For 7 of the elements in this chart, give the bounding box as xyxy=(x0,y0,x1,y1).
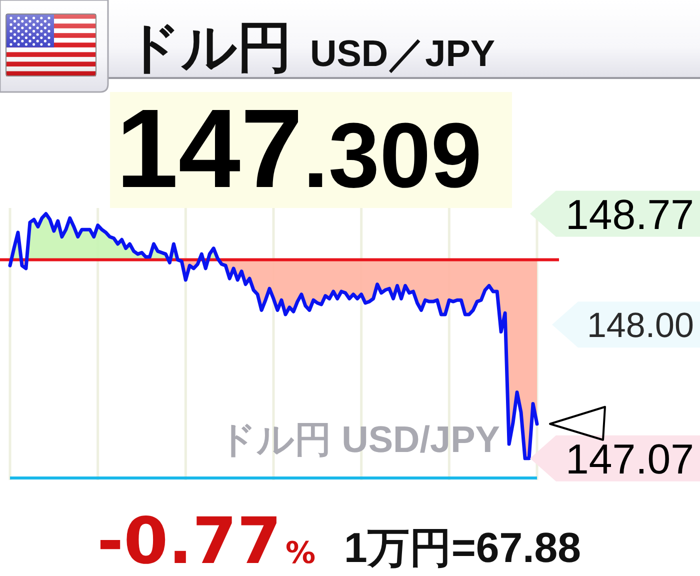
annotation: ドル円 USD/JPY xyxy=(218,419,500,460)
text: 1万円=67.88 xyxy=(344,524,581,571)
y-tick-label: 148.77 xyxy=(566,190,694,238)
y-tick-label: 148.00 xyxy=(586,306,694,346)
text: -0.77% xyxy=(97,505,316,576)
chart-title: ドル円 USD／JPY xyxy=(125,16,496,78)
y-tick-label: 147.07 xyxy=(566,436,694,483)
